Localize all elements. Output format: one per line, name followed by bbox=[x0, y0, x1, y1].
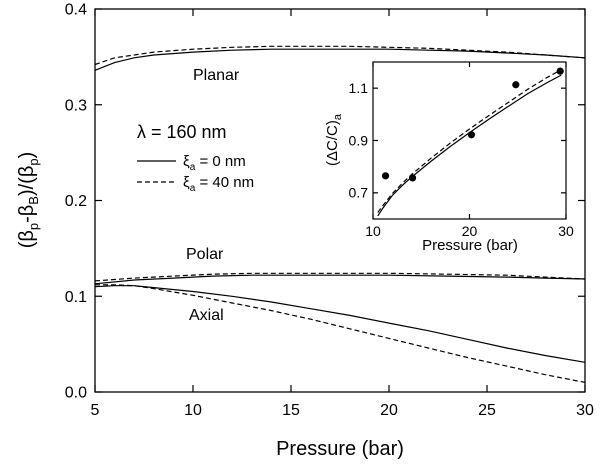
inset-data-point bbox=[512, 81, 520, 89]
legend-solid-label: ξa = 0 nm bbox=[183, 153, 246, 173]
main-y-tick-label: 0.2 bbox=[65, 193, 87, 210]
main-y-axis-label: (βp-βB)/(βp) bbox=[16, 152, 41, 249]
inset-plot-frame bbox=[372, 61, 567, 220]
main-planar-solid-line bbox=[94, 48, 586, 71]
main-x-tick-label: 10 bbox=[184, 402, 202, 419]
main-x-axis-label: Pressure (bar) bbox=[276, 438, 404, 460]
main-polar-solid-line bbox=[94, 274, 586, 285]
main-series bbox=[94, 45, 586, 383]
main-x-tick-label: 20 bbox=[380, 402, 398, 419]
main-y-tick-label: 0.1 bbox=[65, 289, 87, 306]
inset-y-tick-label: 1.1 bbox=[349, 80, 369, 96]
planar-curve-label: Planar bbox=[193, 67, 240, 84]
inset-solid-line bbox=[377, 74, 562, 217]
legend-dashed-label: ξa = 40 nm bbox=[183, 174, 254, 194]
inset-y-tick-label: 0.9 bbox=[349, 132, 369, 148]
inset-data-point bbox=[467, 131, 476, 139]
main-x-tick-label: 5 bbox=[91, 402, 100, 419]
wavelength-label: λ = 160 nm bbox=[137, 122, 227, 142]
inset-series bbox=[377, 69, 562, 217]
inset-y-axis-label: (ΔC/C)a bbox=[324, 113, 344, 166]
main-y-tick-label: 0.4 bbox=[65, 2, 87, 19]
inset-dashed-line bbox=[377, 69, 562, 213]
inset-y-tick-label: 0.7 bbox=[349, 185, 369, 201]
inset-ticks: 10 20 30 0.7 0.9 1.1 bbox=[349, 62, 574, 239]
main-planar-dashed-line bbox=[94, 45, 586, 66]
inset-x-tick-label: 20 bbox=[462, 223, 478, 239]
main-axial-dashed-line bbox=[95, 284, 586, 383]
inset-x-tick-label: 30 bbox=[558, 223, 574, 239]
inset-x-tick-label: 10 bbox=[365, 223, 381, 239]
main-y-tick-label: 0.3 bbox=[65, 97, 87, 114]
inset-data-point bbox=[556, 67, 564, 75]
main-x-tick-label: 30 bbox=[576, 402, 594, 419]
main-x-tick-label: 25 bbox=[478, 402, 496, 419]
main-polar-dashed-line bbox=[94, 272, 586, 282]
inset-data-point bbox=[381, 172, 390, 180]
axial-curve-label: Axial bbox=[189, 307, 224, 324]
inset-x-axis-label: Pressure (bar) bbox=[422, 237, 518, 254]
inset-points bbox=[381, 67, 564, 182]
main-y-tick-label: 0.0 bbox=[65, 385, 87, 402]
polar-curve-label: Polar bbox=[186, 246, 224, 263]
main-x-tick-label: 15 bbox=[282, 402, 300, 419]
main-ticks: 5 10 15 20 25 30 0.0 0.1 0.2 0.3 0.4 bbox=[65, 2, 594, 419]
main-axial-solid-line bbox=[94, 285, 586, 363]
inset-data-point bbox=[408, 174, 417, 182]
